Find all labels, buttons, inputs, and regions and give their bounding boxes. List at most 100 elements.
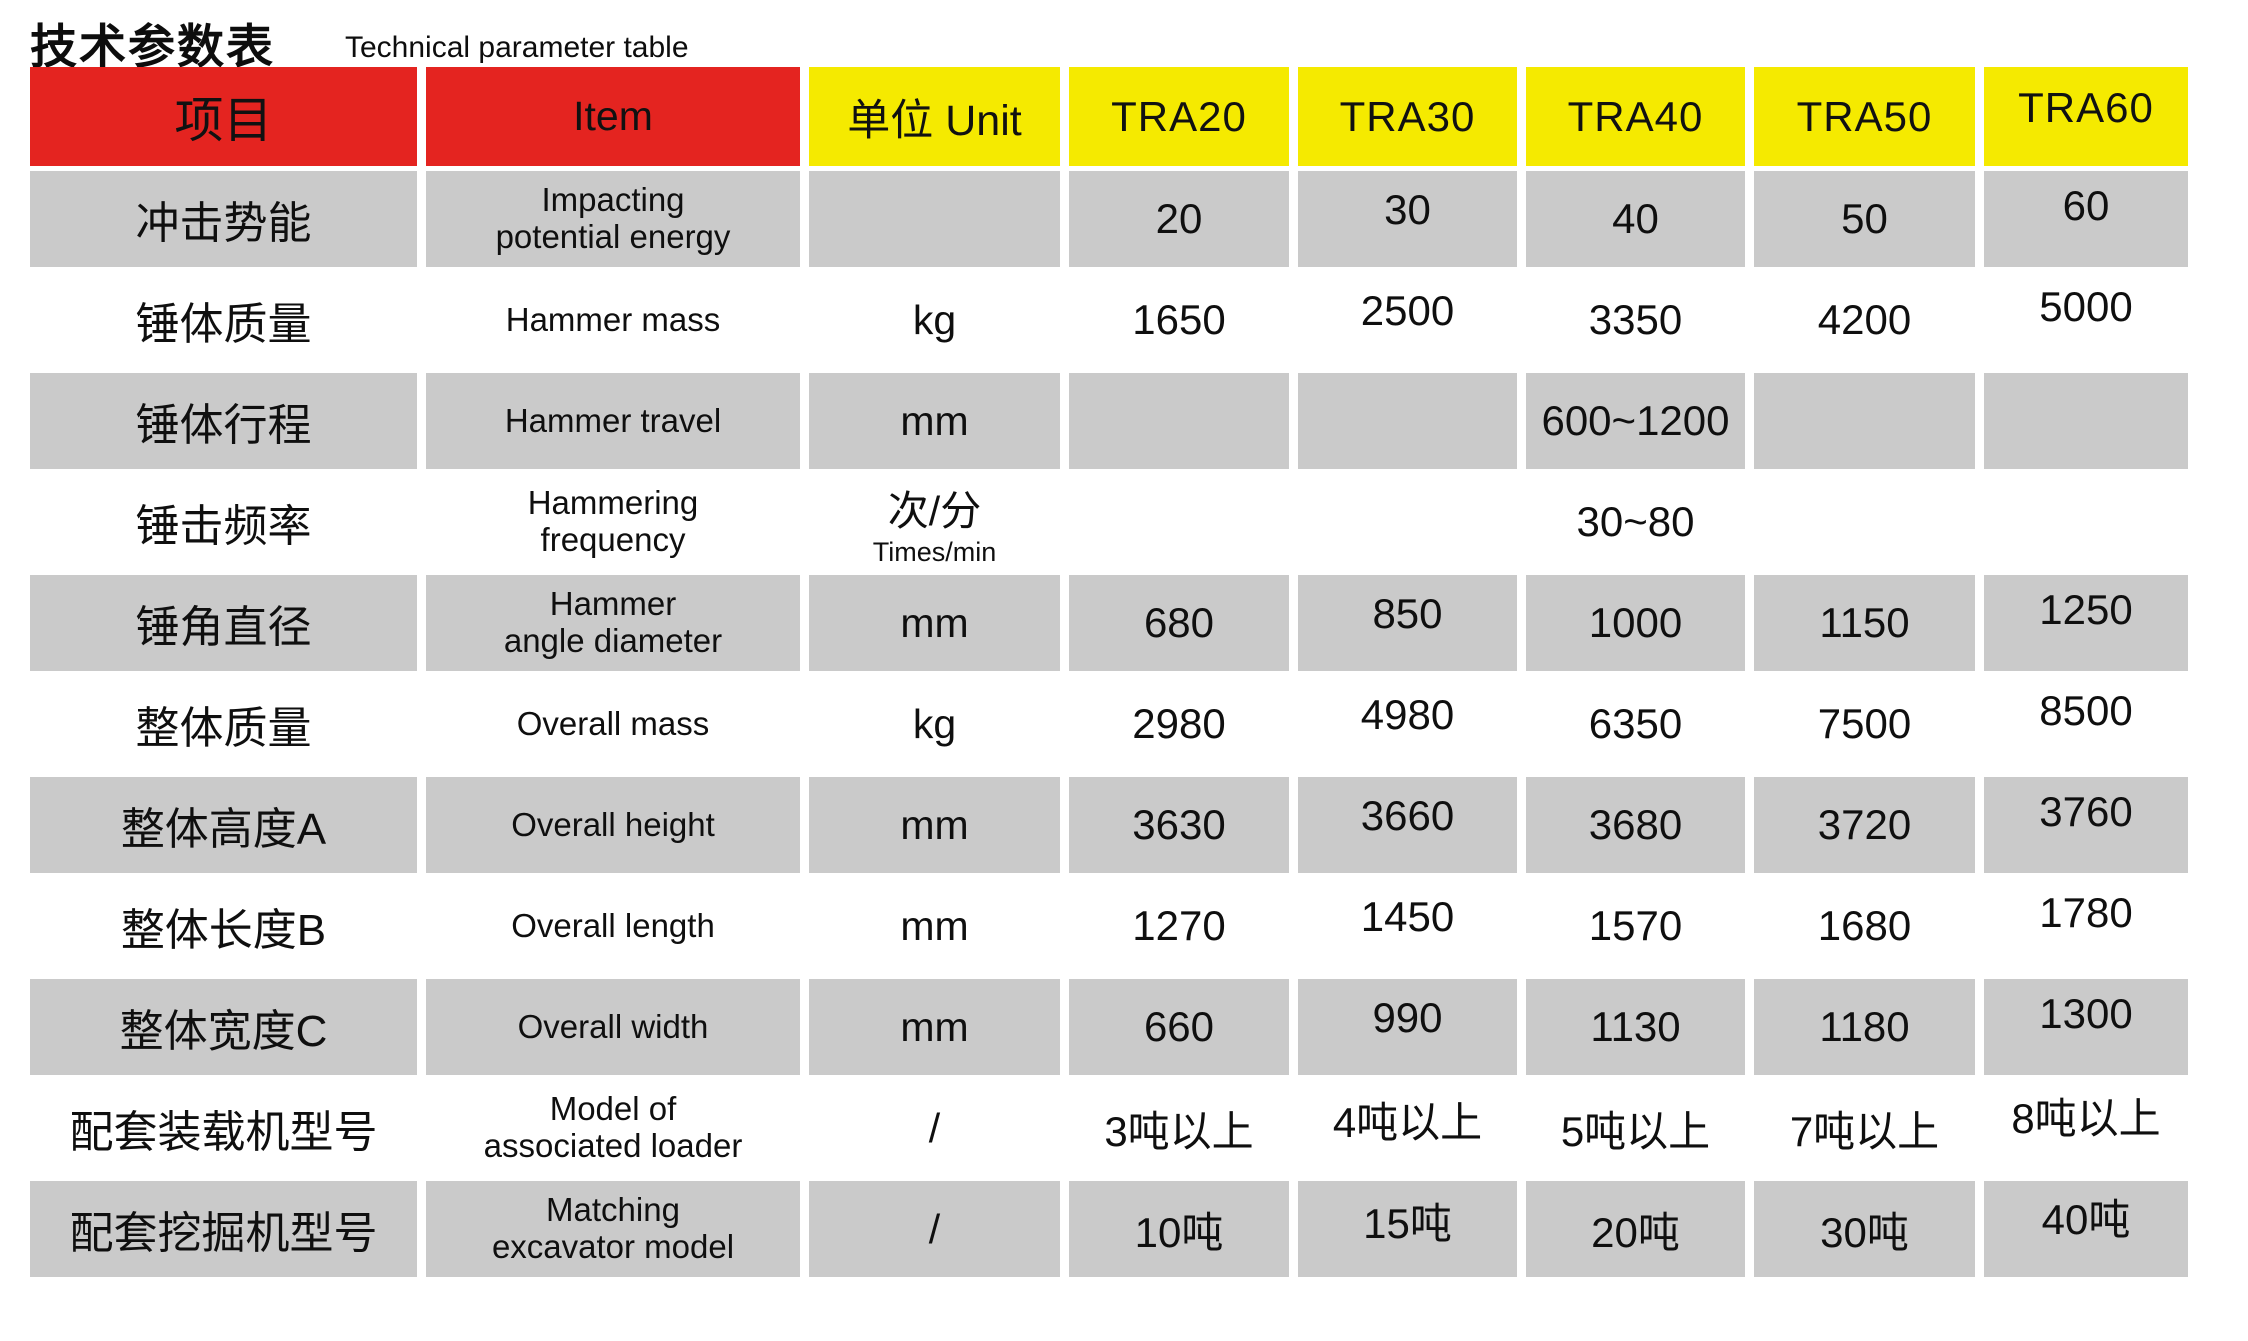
table-body: 冲击势能 Impacting potential energy 20 30 40… [30, 171, 2188, 1277]
header-cell-item-zh: 项目 [30, 67, 417, 166]
value: 3吨以上 [1104, 1107, 1254, 1155]
value: 30吨 [1820, 1208, 1909, 1256]
unit-label: mm [900, 801, 969, 848]
value: 30 [1384, 186, 1431, 233]
table-row: 锤击频率 Hammering frequency 次/分 Times/min 30… [30, 474, 2188, 570]
cell-en: Matching excavator model [426, 1181, 800, 1277]
value: 1130 [1590, 1003, 1681, 1050]
header-cell-model-tra50: TRA50 [1754, 67, 1975, 166]
cell-zh: 整体高度A [30, 777, 417, 873]
value: 5吨以上 [1560, 1107, 1711, 1155]
cell-value: 40 [1526, 171, 1745, 267]
table-row: 整体宽度C Overall width mm 660 990 1130 1180… [30, 979, 2188, 1075]
value: 1300 [2039, 990, 2133, 1037]
cell-en: Impacting potential energy [426, 171, 800, 267]
unit-label: mm [900, 599, 969, 646]
value: 1150 [1819, 599, 1910, 646]
cell-value: 1270 [1069, 878, 1289, 974]
cell-en: Overall length [426, 878, 800, 974]
cell-value: 3720 [1754, 777, 1975, 873]
value: 20吨 [1591, 1208, 1680, 1256]
value: 40吨 [2041, 1195, 2131, 1243]
unit-label: mm [900, 902, 969, 949]
value: 2980 [1132, 700, 1226, 747]
value: 3760 [2039, 788, 2133, 835]
header-cell-item-en: Item [426, 67, 800, 166]
cell-value: 40吨 [1984, 1181, 2188, 1277]
table-row: 锤体行程 Hammer travel mm 600~1200 [30, 373, 2188, 469]
unit-sub-label: Times/min [872, 536, 997, 567]
header-label: 单位 Unit [847, 96, 1022, 145]
cell-value: 3吨以上 [1069, 1080, 1289, 1176]
cell-value: 7吨以上 [1754, 1080, 1975, 1176]
cell-en: Hammer angle diameter [426, 575, 800, 671]
cell-zh: 配套装载机型号 [30, 1080, 417, 1176]
cell-value: 20吨 [1526, 1181, 1745, 1277]
row-label-zh: 锤角直径 [135, 603, 312, 652]
cell-value: 3630 [1069, 777, 1289, 873]
cell-value [1984, 474, 2188, 570]
header-label: TRA40 [1567, 92, 1704, 140]
row-label-zh: 配套挖掘机型号 [69, 1209, 378, 1258]
value: 3350 [1588, 296, 1683, 343]
value: 1000 [1588, 599, 1683, 646]
value: 30~80 [1576, 498, 1695, 545]
cell-value: 1300 [1984, 979, 2188, 1075]
value: 3660 [1360, 792, 1455, 839]
row-label-zh: 整体质量 [135, 704, 312, 753]
cell-value [1069, 373, 1289, 469]
cell-zh: 锤击频率 [30, 474, 417, 570]
unit-label: mm [900, 397, 969, 444]
row-label-en: Overall mass [516, 704, 710, 742]
row-label-en: Hammer mass [505, 300, 721, 338]
cell-value: 1000 [1526, 575, 1745, 671]
value: 600~1200 [1541, 397, 1730, 444]
row-label-zh: 锤击频率 [135, 502, 312, 551]
value: 50 [1841, 195, 1888, 242]
header-cell-model-tra60: TRA60 [1984, 67, 2188, 166]
cell-value: 5吨以上 [1526, 1080, 1745, 1176]
value: 7500 [1817, 700, 1912, 747]
value: 2500 [1360, 287, 1455, 334]
header-label: TRA60 [2018, 83, 2154, 131]
cell-value: 2980 [1069, 676, 1289, 772]
cell-unit: kg [809, 676, 1060, 772]
value: 6350 [1588, 700, 1683, 747]
value: 660 [1143, 1003, 1215, 1050]
cell-value: 6350 [1526, 676, 1745, 772]
cell-value: 850 [1298, 575, 1517, 671]
cell-value: 1780 [1984, 878, 2188, 974]
row-label-zh: 锤体行程 [135, 401, 312, 450]
unit-label: mm [900, 1003, 969, 1050]
value: 1180 [1819, 1003, 1910, 1050]
value: 1570 [1588, 902, 1683, 949]
value: 680 [1143, 599, 1215, 646]
cell-value: 30~80 [1526, 474, 1745, 570]
header-label: TRA50 [1796, 92, 1933, 140]
row-label-en: Hammer angle diameter [503, 585, 723, 659]
value: 3680 [1588, 801, 1683, 848]
header-label: 项目 [174, 94, 273, 148]
cell-value: 3760 [1984, 777, 2188, 873]
cell-zh: 锤体质量 [30, 272, 417, 368]
cell-value: 60 [1984, 171, 2188, 267]
cell-value: 15吨 [1298, 1181, 1517, 1277]
value: 850 [1372, 590, 1443, 637]
value: 1270 [1132, 902, 1226, 949]
header-label: TRA30 [1339, 92, 1476, 140]
row-label-en: Model of associated loader [483, 1090, 743, 1164]
value: 60 [2062, 182, 2110, 229]
cell-zh: 配套挖掘机型号 [30, 1181, 417, 1277]
cell-value [1298, 373, 1517, 469]
cell-zh: 冲击势能 [30, 171, 417, 267]
cell-en: Overall width [426, 979, 800, 1075]
cell-value: 3660 [1298, 777, 1517, 873]
cell-value: 50 [1754, 171, 1975, 267]
cell-value: 8500 [1984, 676, 2188, 772]
cell-zh: 整体长度B [30, 878, 417, 974]
cell-en: Hammer mass [426, 272, 800, 368]
cell-unit: kg [809, 272, 1060, 368]
value: 1680 [1817, 902, 1912, 949]
value: 40 [1612, 195, 1659, 242]
table-row: 整体质量 Overall mass kg 2980 4980 6350 7500… [30, 676, 2188, 772]
